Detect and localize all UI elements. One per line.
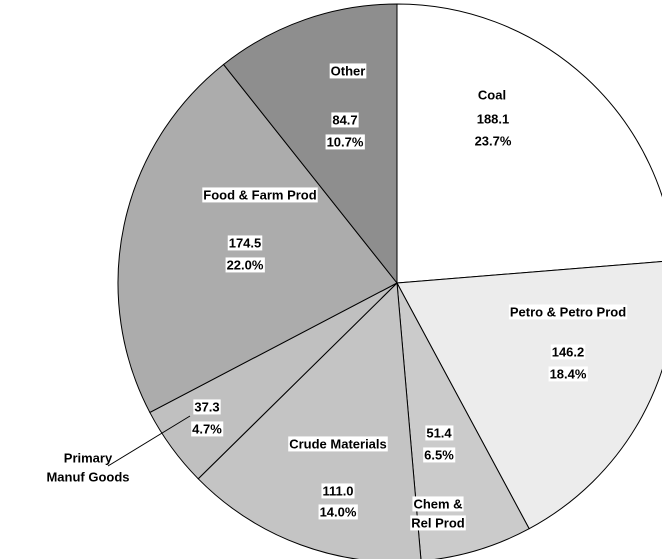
value-label-box (425, 425, 454, 441)
slice (396, 261, 662, 530)
category-label-box (329, 63, 367, 79)
percentage-label: 4.7% (192, 421, 222, 436)
percentage-label: 14.0% (320, 504, 357, 519)
percentage-label: 6.5% (424, 447, 454, 462)
slice (396, 282, 530, 559)
percentage-label: 23.7% (475, 133, 512, 148)
value-label: 174.5 (229, 235, 262, 250)
value-label-box (475, 111, 511, 127)
category-label: Food & Farm Prod (203, 187, 316, 202)
percentage-label-box (225, 257, 265, 273)
percentage-label: 22.0% (227, 257, 264, 272)
category-label: Primary (64, 450, 113, 465)
value-label-box (321, 483, 355, 499)
percentage-label-box (191, 421, 224, 437)
category-label: Other (331, 63, 366, 78)
category-label-box (288, 436, 388, 452)
slice (396, 3, 662, 284)
category-label-box (412, 496, 464, 512)
value-label-box (550, 344, 586, 360)
labels: Coal 188.1 23.7% Petro & Petro Prod 146.2 18.… (46, 63, 628, 531)
leader-line (107, 415, 191, 467)
category-label: Rel Prod (411, 515, 465, 530)
category-label: Chem & (413, 496, 462, 511)
slice (197, 281, 422, 559)
category-label: Manuf Goods (46, 469, 129, 484)
value-label: 84.7 (332, 112, 357, 127)
percentage-label-box (325, 134, 365, 150)
value-label: 188.1 (477, 111, 510, 126)
percentage-label-box (423, 447, 456, 463)
category-label-box (508, 304, 628, 320)
category-label: Petro & Petro Prod (510, 304, 626, 319)
category-label-box (202, 187, 318, 203)
value-label: 146.2 (552, 344, 585, 359)
percentage-label: 18.4% (550, 366, 587, 381)
value-label: 111.0 (322, 483, 353, 498)
percentage-label-box (548, 366, 588, 382)
value-label-box (227, 235, 263, 251)
slices (117, 3, 662, 559)
value-label-box (331, 112, 359, 128)
percentage-label-box (473, 133, 513, 149)
percentage-label: 10.7% (327, 134, 364, 149)
value-label: 37.3 (194, 399, 219, 414)
value-label: 51.4 (426, 425, 452, 440)
category-label: Coal (478, 87, 506, 102)
percentage-label-box (318, 504, 358, 520)
value-label-box (193, 399, 221, 415)
category-label-box (410, 515, 466, 531)
category-label: Crude Materials (289, 436, 387, 451)
